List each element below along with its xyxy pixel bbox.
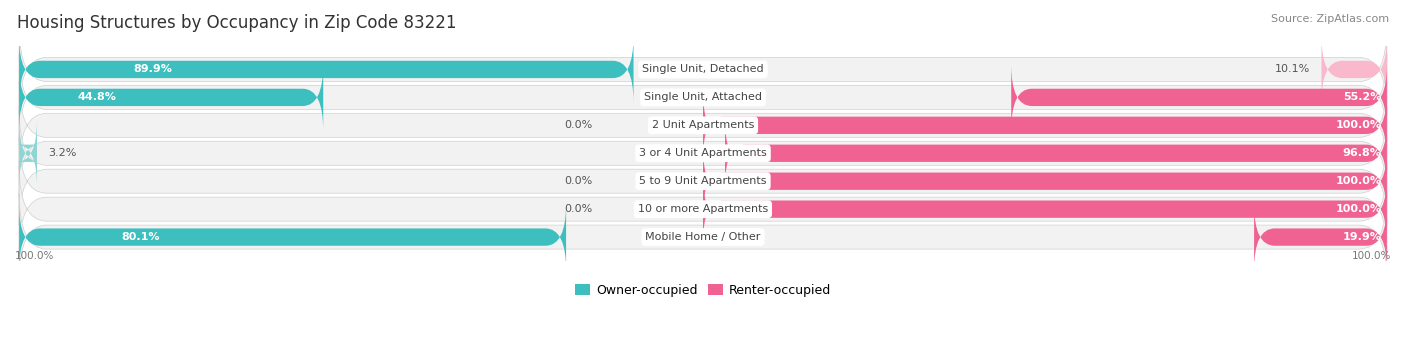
FancyBboxPatch shape [20, 204, 567, 270]
FancyBboxPatch shape [20, 137, 1386, 225]
FancyBboxPatch shape [17, 120, 39, 187]
Text: 3 or 4 Unit Apartments: 3 or 4 Unit Apartments [640, 148, 766, 158]
Text: 0.0%: 0.0% [565, 176, 593, 186]
Text: 55.2%: 55.2% [1343, 92, 1381, 102]
FancyBboxPatch shape [703, 92, 1386, 159]
FancyBboxPatch shape [1322, 36, 1386, 103]
Text: 96.8%: 96.8% [1343, 148, 1381, 158]
Text: 0.0%: 0.0% [565, 204, 593, 214]
Text: Mobile Home / Other: Mobile Home / Other [645, 232, 761, 242]
FancyBboxPatch shape [703, 148, 1386, 214]
Text: 44.8%: 44.8% [77, 92, 117, 102]
FancyBboxPatch shape [725, 120, 1386, 187]
FancyBboxPatch shape [1254, 204, 1386, 270]
Legend: Owner-occupied, Renter-occupied: Owner-occupied, Renter-occupied [569, 279, 837, 302]
FancyBboxPatch shape [20, 64, 323, 131]
Text: 10.1%: 10.1% [1275, 64, 1310, 74]
Text: Single Unit, Detached: Single Unit, Detached [643, 64, 763, 74]
Text: 100.0%: 100.0% [1336, 120, 1381, 130]
Text: 0.0%: 0.0% [565, 120, 593, 130]
Text: 5 to 9 Unit Apartments: 5 to 9 Unit Apartments [640, 176, 766, 186]
Text: 3.2%: 3.2% [48, 148, 76, 158]
FancyBboxPatch shape [20, 165, 1386, 253]
Text: 100.0%: 100.0% [1336, 204, 1381, 214]
FancyBboxPatch shape [703, 176, 1386, 242]
FancyBboxPatch shape [20, 81, 1386, 169]
Text: 100.0%: 100.0% [1336, 176, 1381, 186]
FancyBboxPatch shape [20, 26, 1386, 113]
Text: 100.0%: 100.0% [1351, 251, 1391, 261]
Text: 2 Unit Apartments: 2 Unit Apartments [652, 120, 754, 130]
FancyBboxPatch shape [20, 54, 1386, 141]
Text: Source: ZipAtlas.com: Source: ZipAtlas.com [1271, 14, 1389, 24]
Text: 80.1%: 80.1% [121, 232, 159, 242]
Text: 10 or more Apartments: 10 or more Apartments [638, 204, 768, 214]
FancyBboxPatch shape [20, 109, 1386, 197]
Text: 89.9%: 89.9% [134, 64, 172, 74]
Text: Housing Structures by Occupancy in Zip Code 83221: Housing Structures by Occupancy in Zip C… [17, 14, 457, 32]
Text: 100.0%: 100.0% [15, 251, 55, 261]
FancyBboxPatch shape [20, 36, 634, 103]
Text: 19.9%: 19.9% [1343, 232, 1381, 242]
FancyBboxPatch shape [1011, 64, 1386, 131]
FancyBboxPatch shape [20, 193, 1386, 281]
Text: Single Unit, Attached: Single Unit, Attached [644, 92, 762, 102]
